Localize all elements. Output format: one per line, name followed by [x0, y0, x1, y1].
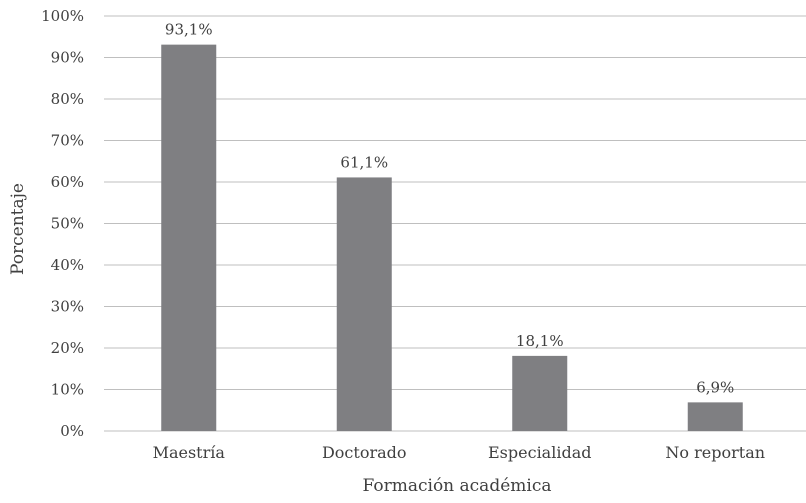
y-tick-label: 100%: [41, 7, 84, 25]
y-axis-title: Porcentaje: [8, 183, 28, 275]
bar: [512, 355, 568, 431]
data-label: 6,9%: [696, 378, 734, 396]
bars: [161, 44, 743, 431]
data-label: 93,1%: [165, 21, 213, 39]
x-axis-title: Formación académica: [363, 476, 552, 496]
y-axis-ticks: 0% 10% 20% 30% 40% 50% 60% 70% 80% 90% 100%: [41, 7, 84, 440]
x-axis-categories: Maestría Doctorado Especialidad No reportan: [153, 443, 765, 462]
y-tick-label: 50%: [51, 215, 84, 233]
y-tick-label: 20%: [51, 339, 84, 357]
bar: [161, 44, 217, 431]
y-tick-label: 90%: [51, 49, 84, 67]
bar: [687, 402, 743, 431]
y-tick-label: 70%: [51, 132, 84, 150]
x-category-label: Especialidad: [488, 443, 591, 462]
x-category-label: No reportan: [665, 443, 765, 462]
data-labels: 93,1% 61,1% 18,1% 6,9%: [165, 21, 734, 397]
y-tick-label: 80%: [51, 90, 84, 108]
gridlines: [104, 15, 806, 432]
x-category-label: Maestría: [153, 443, 226, 462]
y-tick-label: 60%: [51, 173, 84, 191]
y-tick-label: 30%: [51, 298, 84, 316]
y-tick-label: 0%: [60, 422, 84, 440]
y-tick-label: 40%: [51, 256, 84, 274]
y-tick-label: 10%: [51, 381, 84, 399]
data-label: 18,1%: [516, 332, 564, 350]
bar: [336, 177, 392, 431]
x-category-label: Doctorado: [322, 443, 407, 462]
data-label: 61,1%: [340, 153, 388, 171]
